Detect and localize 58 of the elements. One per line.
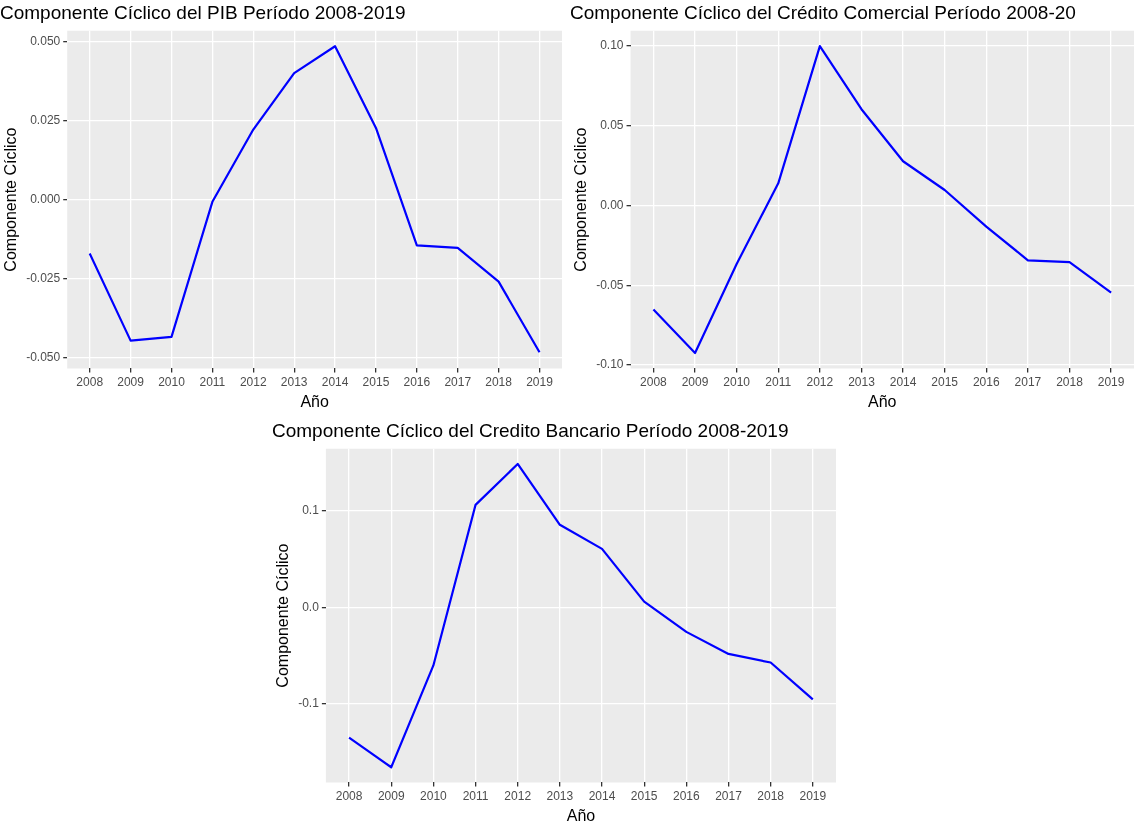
- y-tick-label: 0.050: [30, 34, 61, 49]
- x-tick-label: 2014: [588, 788, 616, 803]
- y-tick-label: -0.1: [298, 695, 320, 710]
- x-tick-label: 2016: [972, 374, 1000, 389]
- x-tick-label: 2017: [1014, 374, 1042, 389]
- x-tick-label: 2008: [640, 374, 668, 389]
- y-tick-label: -0.025: [26, 270, 61, 285]
- x-tick-label: 2013: [546, 788, 574, 803]
- x-tick-label: 2011: [765, 374, 792, 389]
- x-tick-label: 2018: [485, 374, 513, 389]
- y-tick-label: 0.05: [600, 117, 624, 132]
- x-tick-label: 2014: [889, 374, 917, 389]
- x-tick-label: 2013: [848, 374, 876, 389]
- x-tick-label: 2015: [362, 374, 390, 389]
- x-tick-label: 2019: [1097, 374, 1125, 389]
- x-tick-label: 2010: [158, 374, 186, 389]
- y-axis-title: Componente Cíclico: [274, 543, 292, 688]
- y-tick-label: 0.10: [600, 37, 624, 52]
- y-tick-label: -0.050: [26, 349, 61, 364]
- y-tick-label: 0.000: [30, 191, 61, 206]
- chart-title: Componente Cíclico del Credito Bancario Período 2008-2019: [272, 419, 789, 441]
- x-tick-label: 2009: [681, 374, 709, 389]
- y-tick-label: -0.05: [596, 277, 624, 292]
- x-tick-label: 2008: [335, 788, 363, 803]
- x-axis-title: Año: [300, 392, 329, 410]
- x-tick-label: 2009: [117, 374, 145, 389]
- x-tick-label: 2016: [403, 374, 431, 389]
- x-tick-label: 2012: [504, 788, 532, 803]
- x-tick-label: 2012: [239, 374, 267, 389]
- x-tick-label: 2013: [280, 374, 308, 389]
- x-tick-label: 2014: [321, 374, 349, 389]
- x-tick-label: 2018: [1056, 374, 1084, 389]
- x-tick-label: 2011: [462, 788, 489, 803]
- x-axis-title: Año: [868, 392, 897, 410]
- x-tick-label: 2018: [757, 788, 785, 803]
- y-tick-label: 0.1: [302, 503, 320, 518]
- chart-title: Componente Cíclico del Crédito Comercial Período 2008-20: [570, 1, 1076, 23]
- x-tick-label: 2009: [377, 788, 405, 803]
- y-tick-label: 0.025: [30, 113, 61, 128]
- x-tick-label: 2019: [526, 374, 554, 389]
- chart-title: Componente Cíclico del PIB Período 2008-2019: [0, 1, 406, 23]
- x-tick-label: 2010: [420, 788, 448, 803]
- x-tick-label: 2010: [723, 374, 751, 389]
- x-tick-label: 2012: [806, 374, 834, 389]
- x-tick-label: 2015: [630, 788, 658, 803]
- y-axis-title: Componente Cíclico: [2, 127, 20, 272]
- x-axis-title: Año: [566, 806, 596, 824]
- x-tick-label: 2016: [672, 788, 701, 803]
- x-tick-label: 2011: [199, 374, 226, 389]
- x-tick-label: 2015: [931, 374, 959, 389]
- x-tick-label: 2008: [76, 374, 104, 389]
- y-tick-label: -0.10: [596, 357, 624, 372]
- y-tick-label: 0.00: [600, 197, 624, 212]
- x-tick-label: 2019: [799, 788, 827, 803]
- x-tick-label: 2017: [444, 374, 472, 389]
- x-tick-label: 2017: [715, 788, 743, 803]
- y-tick-label: 0.0: [302, 599, 320, 614]
- y-axis-title: Componente Cíclico: [572, 127, 590, 272]
